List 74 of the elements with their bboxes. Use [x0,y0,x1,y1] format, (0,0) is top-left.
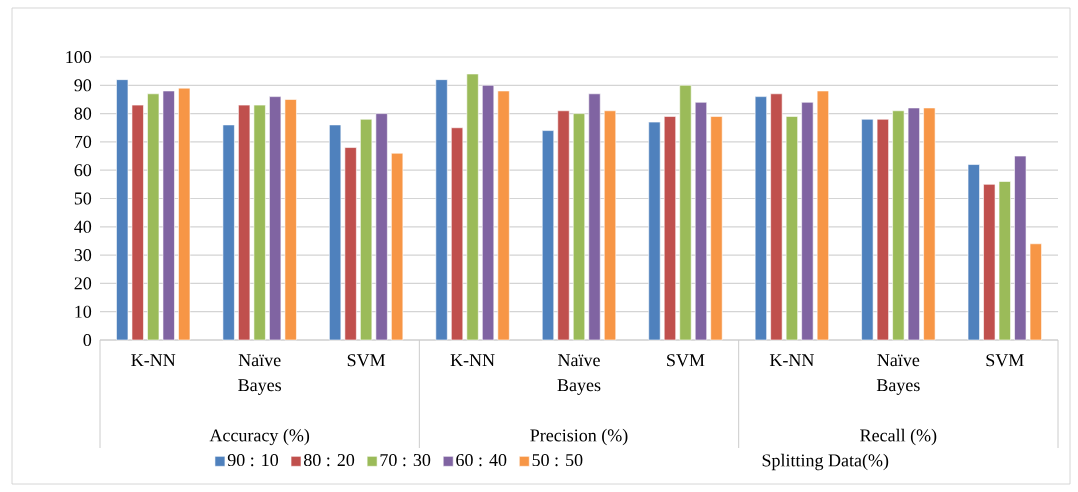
y-tick-label: 40 [74,220,92,233]
bar [710,116,723,341]
bar [162,90,175,341]
y-tick-label: 50 [74,192,92,205]
bar [1014,155,1027,341]
bar [482,85,495,341]
x-tick-label: SVM [667,354,705,367]
bar [785,116,798,341]
bar [967,164,980,341]
bar [222,124,235,341]
bar [360,118,373,341]
y-tick-label: 100 [66,50,92,64]
bar [541,130,555,341]
legend-title: Splitting Data(%) [762,453,889,471]
y-tick-label: 80 [74,107,92,120]
y-tick-label: 60 [74,164,92,177]
bar [923,107,936,341]
bar [876,118,889,341]
legend-label: 80 : 20 [304,453,355,467]
bar [816,90,829,341]
y-tick-label: 0 [83,333,92,347]
bar [344,147,357,341]
x-tick-label: K-NN [131,354,176,366]
bar [603,110,617,341]
bar [907,107,920,341]
bar [116,79,129,341]
x-tick-label: SVM [347,354,386,367]
bar [572,113,586,341]
bar [892,110,905,341]
bar [253,104,266,341]
bar [451,127,464,341]
y-tick-label: 30 [74,249,92,262]
y-tick-label: 20 [74,277,92,290]
bar [391,152,404,341]
bar [284,99,297,341]
bar [663,116,676,341]
legend-label: 50 : 50 [532,453,583,467]
y-tick-label: 70 [74,135,92,148]
bar [557,110,570,341]
bar [679,85,692,341]
text: Accuracy (%) [209,428,310,446]
bar [375,113,388,341]
text: Recall (%) [860,428,937,446]
text: Precision (%) [530,428,628,446]
bar [754,96,767,341]
bar [497,90,510,341]
x-tick-label: Naïve Bayes [238,354,282,395]
y-tick-label: 90 [74,79,92,92]
bar [648,121,661,341]
bar [269,96,282,341]
bar [131,104,144,341]
x-tick-label: SVM [986,354,1024,367]
bar [861,118,874,341]
bar [998,181,1011,341]
bar [770,93,783,341]
legend-label: 60 : 40 [456,453,507,467]
legend-label: 70 : 30 [380,453,431,467]
x-tick-label: K-NN [450,354,495,366]
bar [466,73,479,341]
x-tick-label: Naïve Bayes [876,354,920,395]
bar [588,93,601,341]
bar [147,93,160,341]
x-tick-label: Naïve Bayes [557,354,601,395]
bar [178,87,191,341]
y-tick-label: 10 [75,305,92,318]
bar [983,184,996,341]
bar [238,104,251,341]
x-tick-label: K-NN [769,354,814,366]
legend-label: 90 : 10 [227,453,279,467]
bar [1029,243,1042,341]
bar [435,79,448,341]
bar [694,101,707,341]
bar [801,101,814,341]
bar [329,124,342,341]
